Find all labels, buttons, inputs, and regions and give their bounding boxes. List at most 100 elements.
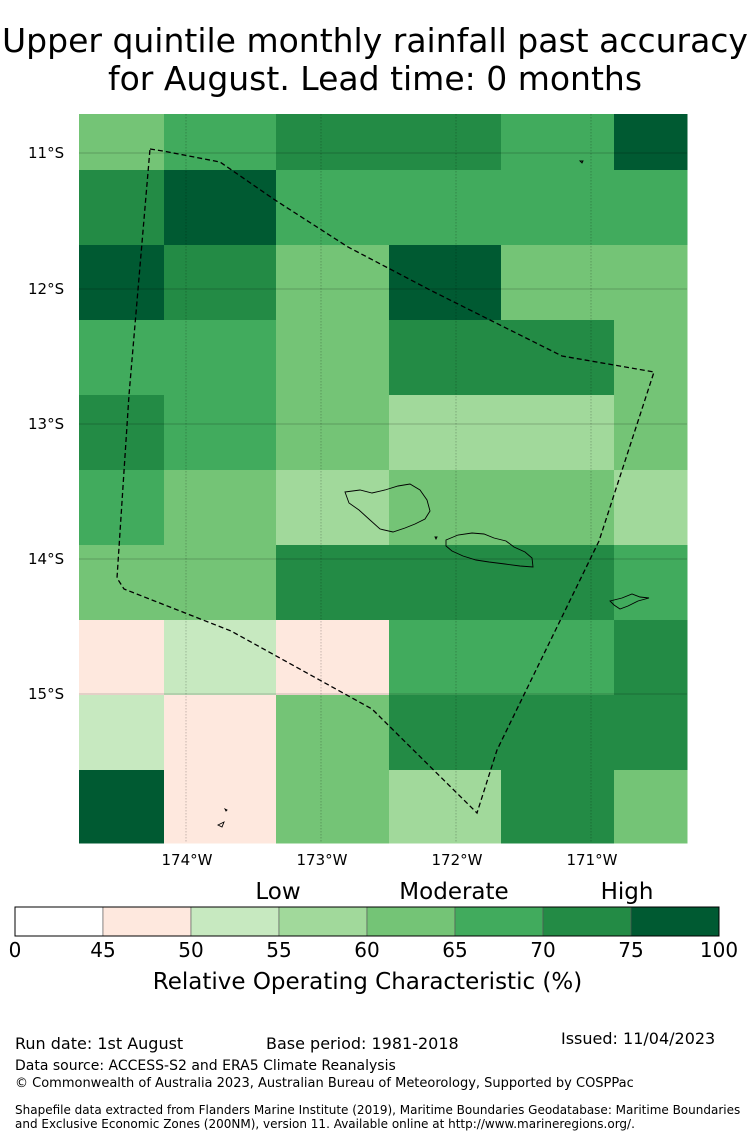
grid-cell	[389, 395, 502, 471]
colorbar-tick-60: 60	[354, 938, 380, 962]
grid-cell	[389, 320, 502, 396]
colorbar-segment	[14, 906, 104, 937]
grid-cell	[389, 695, 502, 771]
grid-cell	[389, 770, 502, 844]
lon-label-171w: 171°W	[566, 851, 618, 869]
run-date: Run date: 1st August	[15, 1034, 184, 1053]
grid-cell	[164, 245, 277, 321]
grid-cell	[164, 320, 277, 396]
grid-cell	[389, 470, 502, 546]
grid-cell	[276, 320, 390, 396]
lat-label-15s: 15°S	[28, 685, 65, 703]
tutuila-island	[609, 593, 650, 610]
grid-cell	[276, 620, 390, 696]
small-island-apolima	[434, 536, 438, 541]
grid-cell	[501, 114, 615, 171]
grid-cell	[79, 114, 165, 171]
issued-date: Issued: 11/04/2023	[561, 1029, 716, 1048]
category-high: High	[600, 879, 654, 905]
base-period: Base period: 1981-2018	[266, 1034, 459, 1053]
colorbar-tick-0: 0	[8, 938, 22, 962]
grid-cell	[501, 395, 615, 471]
grid-cell	[501, 545, 615, 621]
grid-cell	[501, 170, 615, 246]
grid-cell	[614, 114, 688, 171]
category-moderate: Moderate	[399, 879, 509, 905]
title-line-1: Upper quintile monthly rainfall past acc…	[2, 21, 748, 60]
grid-cell	[79, 245, 165, 321]
colorbar-title: Relative Operating Characteristic (%)	[152, 969, 583, 995]
grid-cell	[501, 470, 615, 546]
grid-cell	[389, 170, 502, 246]
grid-cell	[276, 170, 390, 246]
lat-label-11s: 11°S	[28, 144, 65, 162]
grid-cell	[79, 470, 165, 546]
grid-cell	[501, 695, 615, 771]
grid-cell	[164, 470, 277, 546]
grid-cell	[79, 170, 165, 246]
lat-label-14s: 14°S	[28, 550, 65, 568]
grid-cell	[276, 545, 390, 621]
grid-cell	[164, 114, 277, 171]
colorbar-segment	[190, 906, 280, 937]
grid-cell	[79, 620, 165, 696]
colorbar-segment	[278, 906, 368, 937]
grid-cell	[164, 620, 277, 696]
title-line-2: for August. Lead time: 0 months	[107, 59, 643, 98]
grid-cell	[614, 470, 688, 546]
savaii-island	[344, 483, 431, 533]
lat-label-13s: 13°S	[28, 415, 65, 433]
grid-cell	[614, 170, 688, 246]
lon-label-172w: 172°W	[431, 851, 483, 869]
grid-cell	[276, 770, 390, 844]
lon-label-173w: 173°W	[296, 851, 348, 869]
grid-cell	[501, 245, 615, 321]
grid-cell	[614, 545, 688, 621]
colorbar-tick-55: 55	[266, 938, 292, 962]
colorbar	[14, 906, 720, 937]
grid-cell	[276, 245, 390, 321]
shapefile-credit-line-2: and Exclusive Economic Zones (200NM), ve…	[15, 1117, 635, 1131]
map-title: Upper quintile monthly rainfall past acc…	[0, 22, 750, 98]
colorbar-segment	[542, 906, 632, 937]
small-island-south-2	[223, 807, 228, 812]
colorbar-segment	[630, 906, 720, 937]
grid-cell	[389, 545, 502, 621]
grid-cell	[79, 695, 165, 771]
grid-cell	[501, 620, 615, 696]
grid-cell	[276, 114, 390, 171]
colorbar-tick-65: 65	[442, 938, 468, 962]
grid-cell	[164, 170, 277, 246]
lon-label-174w: 174°W	[161, 851, 213, 869]
category-low: Low	[255, 879, 301, 905]
grid-cell	[614, 245, 688, 321]
rainfall-accuracy-grid	[79, 114, 688, 844]
colorbar-tick-100: 100	[699, 938, 739, 962]
grid-cell	[164, 545, 277, 621]
grid-cell	[164, 770, 277, 844]
copyright-notice: © Commonwealth of Australia 2023, Austra…	[15, 1076, 634, 1091]
lat-label-12s: 12°S	[28, 280, 65, 298]
colorbar-tick-70: 70	[530, 938, 556, 962]
grid-cell	[614, 320, 688, 396]
grid-cell	[501, 770, 615, 844]
graticule	[79, 114, 687, 843]
shapefile-credit-line-1: Shapefile data extracted from Flanders M…	[15, 1103, 741, 1117]
grid-cell	[79, 395, 165, 471]
grid-cell	[389, 620, 502, 696]
colorbar-segment	[454, 906, 544, 937]
grid-cell	[614, 770, 688, 844]
colorbar-tick-50: 50	[178, 938, 204, 962]
eez-boundary	[116, 148, 655, 815]
colorbar-frame	[14, 906, 720, 937]
small-island-south-1	[216, 821, 225, 828]
grid-cell	[389, 245, 502, 321]
grid-cell	[79, 770, 165, 844]
grid-cell	[164, 695, 277, 771]
grid-cell	[276, 695, 390, 771]
grid-cell	[614, 695, 688, 771]
grid-cell	[164, 395, 277, 471]
coastlines	[216, 160, 650, 828]
colorbar-tick-75: 75	[618, 938, 644, 962]
